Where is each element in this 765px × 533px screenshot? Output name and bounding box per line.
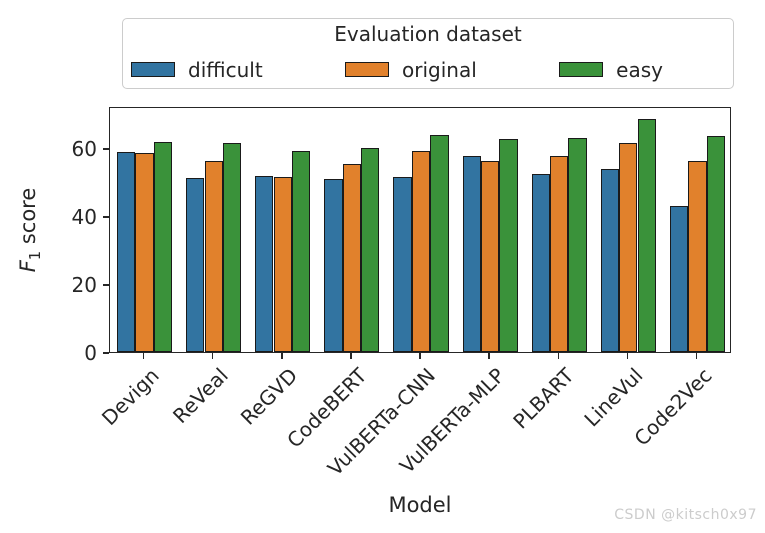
bar-original-ReGVD — [273, 176, 292, 352]
y-tick-label: 20 — [71, 273, 97, 297]
bar-difficult-ReVeal — [186, 178, 205, 352]
y-tick-mark — [103, 284, 109, 286]
x-tick-mark — [557, 353, 559, 359]
legend-entry-label: original — [402, 57, 477, 82]
y-axis-label: F1 score — [16, 188, 44, 273]
legend-entry-difficult: difficult — [131, 58, 263, 82]
bar-difficult-VulBERTa-MLP — [462, 155, 481, 352]
x-tick-label-Devign: Devign — [97, 363, 164, 431]
x-tick-label-PLBART: PLBART — [508, 363, 579, 434]
x-tick-mark — [488, 353, 490, 359]
y-tick-label: 60 — [71, 137, 97, 162]
bar-easy-Devign — [153, 142, 173, 352]
bar-difficult-VulBERTa-CNN — [393, 176, 412, 352]
x-tick-mark — [695, 353, 698, 359]
y-tick-mark — [103, 148, 109, 150]
bar-easy-ReGVD — [292, 150, 311, 352]
y-tick-mark — [103, 352, 109, 354]
bar-original-Devign — [135, 153, 154, 352]
bar-difficult-ReGVD — [255, 176, 274, 352]
bar-difficult-CodeBERT — [324, 179, 343, 352]
x-tick-mark — [281, 353, 283, 359]
legend-swatch-original-icon — [345, 62, 390, 77]
y-tick-label: 40 — [71, 205, 97, 230]
x-tick-mark — [419, 353, 421, 359]
bar-original-Code2Vec — [688, 160, 707, 352]
bar-original-VulBERTa-CNN — [411, 151, 431, 352]
bar-easy-PLBART — [568, 138, 587, 352]
x-axis-label: Model — [388, 493, 452, 517]
bar-easy-VulBERTa-MLP — [499, 139, 518, 352]
bar-difficult-PLBART — [531, 174, 550, 352]
watermark: CSDN @kitsch0x97 — [614, 507, 757, 523]
bar-difficult-Devign — [116, 151, 136, 352]
bar-original-LineVul — [619, 142, 638, 352]
x-tick-label-ReVeal: ReVeal — [168, 363, 233, 429]
bar-easy-CodeBERT — [361, 147, 380, 352]
legend-entry-label: easy — [616, 57, 663, 82]
legend-title: Evaluation dataset — [334, 22, 522, 46]
y-tick-mark — [103, 216, 109, 218]
y-axis-label-sub: 1 — [27, 250, 45, 261]
bar-difficult-Code2Vec — [669, 205, 689, 352]
bar-original-ReVeal — [204, 160, 223, 352]
bar-original-VulBERTa-MLP — [480, 161, 500, 352]
x-tick-mark — [626, 353, 629, 359]
legend-entry-original: original — [345, 58, 477, 82]
y-tick-label: 0 — [84, 341, 97, 365]
legend-entry-easy: easy — [559, 58, 663, 82]
plot-area — [109, 107, 731, 353]
legend-swatch-difficult-icon — [131, 62, 175, 77]
bar-original-PLBART — [550, 155, 569, 352]
legend: Evaluation dataset difficult original easy — [122, 18, 734, 89]
x-tick-label-LineVul: LineVul — [579, 363, 648, 432]
x-tick-label-ReGVD: ReGVD — [235, 363, 303, 430]
x-tick-mark — [142, 353, 145, 359]
bar-original-CodeBERT — [342, 164, 362, 352]
bar-easy-Code2Vec — [706, 135, 726, 352]
legend-entry-label: difficult — [188, 57, 263, 82]
x-tick-mark — [211, 353, 214, 359]
bar-easy-ReVeal — [222, 143, 242, 352]
y-axis-label-var: F — [15, 260, 40, 273]
x-tick-mark — [350, 353, 352, 359]
bar-difficult-LineVul — [600, 169, 620, 352]
bar-easy-VulBERTa-CNN — [430, 134, 449, 352]
legend-row: difficult original easy — [123, 49, 733, 88]
bar-easy-LineVul — [637, 119, 656, 352]
legend-swatch-easy-icon — [559, 62, 604, 77]
y-axis-label-rest: score — [15, 187, 40, 251]
